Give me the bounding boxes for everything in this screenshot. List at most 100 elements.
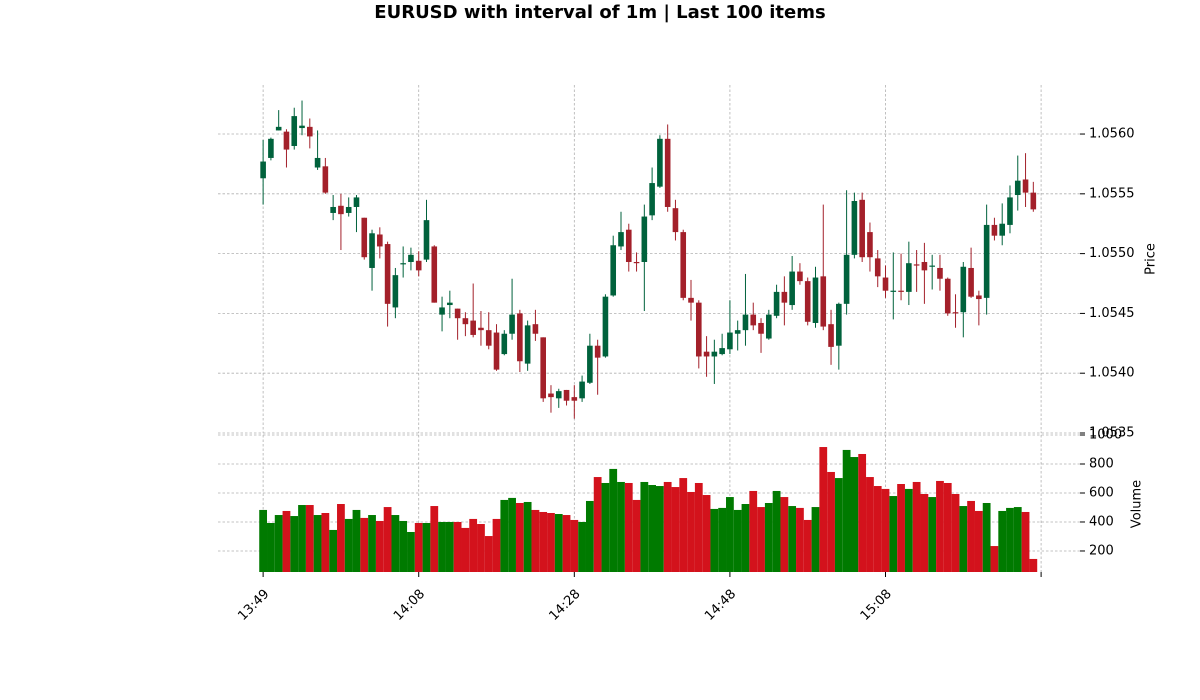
candle-body <box>968 267 974 297</box>
candle-body <box>766 314 772 339</box>
volume-bar <box>834 478 843 572</box>
volume-bar <box>648 485 657 572</box>
candle-body <box>415 260 422 271</box>
volume-bar <box>453 521 462 572</box>
candle-body <box>268 138 274 158</box>
candle-body <box>602 296 609 357</box>
x-tick-label: 14:28 <box>547 587 584 624</box>
volume-bar <box>772 490 781 572</box>
volume-bar <box>570 519 579 572</box>
candle-body <box>898 290 904 292</box>
candle-body <box>1014 180 1021 196</box>
candle-body <box>680 232 687 298</box>
y-tick-label: 1.0555 <box>1089 186 1135 201</box>
volume-bar <box>585 500 594 572</box>
candle-body <box>478 327 484 331</box>
volume-bar <box>438 521 446 572</box>
y-tick-label: 1.0550 <box>1089 246 1135 261</box>
x-tick-label: 14:08 <box>391 587 428 624</box>
candle-body <box>913 264 920 266</box>
volume-bar <box>368 515 376 572</box>
candle-body <box>703 351 710 357</box>
volume-bar <box>267 522 275 572</box>
candle-body <box>587 345 593 383</box>
volume-bar <box>788 506 797 572</box>
candle-body <box>517 313 523 362</box>
candle-body <box>742 314 749 331</box>
candle-body <box>555 391 562 399</box>
candle-body <box>789 271 795 306</box>
candle-body <box>594 345 601 358</box>
volume-bar <box>757 507 765 572</box>
volume-bar <box>554 514 563 572</box>
volume-bar <box>733 509 742 572</box>
candle-body <box>431 246 438 303</box>
volume-bar <box>741 504 750 572</box>
volume-tick-label: 400 <box>1089 514 1114 529</box>
x-tick-label: 15:08 <box>858 587 895 624</box>
volume-bar <box>477 524 485 572</box>
candle-body <box>890 290 897 292</box>
candle-body <box>462 318 469 325</box>
candle-body <box>657 138 663 187</box>
candle-body <box>882 277 889 291</box>
candle-body <box>532 324 539 334</box>
candle-body <box>781 291 788 303</box>
volume-bar <box>617 481 625 572</box>
volume-bar <box>881 488 890 572</box>
volume-bar <box>858 453 867 572</box>
volume-bar <box>609 468 618 572</box>
candle-body <box>851 201 858 255</box>
volume-bar <box>539 511 548 572</box>
candle-body <box>299 125 305 129</box>
volume-bar <box>313 515 322 572</box>
volume-bar <box>329 529 338 572</box>
candle-body <box>509 314 515 334</box>
volume-bar <box>687 491 695 572</box>
candle-body <box>874 258 881 277</box>
candle-body <box>400 263 406 265</box>
candle-body <box>447 302 453 306</box>
candle-body <box>338 205 344 215</box>
volume-bar <box>593 477 602 572</box>
volume-bar <box>796 507 804 572</box>
candle-body <box>618 232 624 247</box>
candle-body <box>524 325 531 364</box>
candle-body <box>719 348 725 355</box>
volume-bar <box>656 486 664 572</box>
volume-bar <box>259 509 268 572</box>
y-tick-label: 1.0545 <box>1089 306 1135 321</box>
candle-body <box>952 312 959 314</box>
volume-bar <box>469 518 478 572</box>
candle-body <box>307 126 313 137</box>
volume-bar <box>430 506 439 572</box>
candle-body <box>688 297 694 303</box>
candle-body <box>976 295 982 300</box>
volume-bar <box>640 481 649 572</box>
volume-bar <box>321 512 330 572</box>
candle-body <box>384 244 391 304</box>
candle-body <box>493 332 500 370</box>
volume-bar <box>1021 511 1030 572</box>
volume-bar <box>352 509 361 572</box>
candle-body <box>672 208 679 233</box>
volume-bar <box>718 507 727 572</box>
volume-bar <box>873 486 882 572</box>
volume-bar <box>780 497 789 572</box>
volume-bar <box>982 502 991 572</box>
volume-bar <box>305 505 314 572</box>
volume-axis-label: Volume <box>1130 480 1145 528</box>
candle-body <box>633 261 640 264</box>
candle-body <box>275 126 282 131</box>
candle-body <box>804 281 811 322</box>
volume-bar <box>290 516 299 572</box>
volume-bar <box>383 507 392 572</box>
volume-bar <box>407 531 415 572</box>
volume-bar <box>445 521 454 572</box>
candle-body <box>649 183 655 216</box>
candle-body <box>750 314 757 326</box>
candle-body <box>625 229 632 262</box>
candle-body <box>610 245 617 296</box>
volume-bar <box>974 510 983 572</box>
